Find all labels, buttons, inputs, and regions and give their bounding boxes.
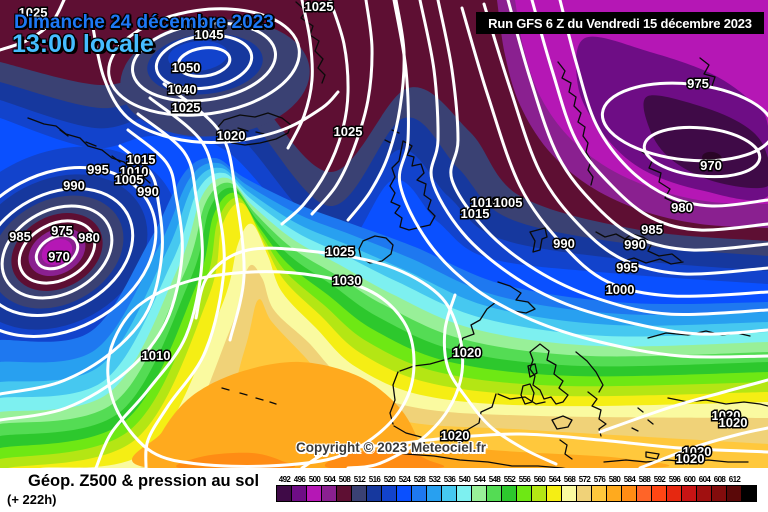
colorbar-cell: 516 [366,475,382,502]
valid-date-label: Dimanche 24 décembre 2023 [14,12,274,33]
pressure-label: 990 [624,237,646,252]
valid-time-label: 13:00 locale [12,30,154,58]
pressure-label: 975 [687,76,709,91]
colorbar-cell: 600 [681,475,697,502]
colorbar-cell: 584 [621,475,637,502]
pressure-label: 1020 [217,128,246,143]
pressure-label: 1020 [453,345,482,360]
pressure-label: 990 [63,178,85,193]
pressure-value-labels: 1025 1025 1045 1050 1040 1025 1020 1025 1015 995 1… [8,0,749,468]
pressure-label: 995 [87,162,109,177]
pressure-label: 1015 [127,152,156,167]
pressure-label: 980 [78,230,100,245]
colorbar-cell: 572 [576,475,592,502]
pressure-label: 995 [616,260,638,275]
pressure-label: 1025 [334,124,363,139]
pressure-label: 980 [671,200,693,215]
geopotential-color-bands [0,0,768,468]
pressure-label: 1020 [719,415,748,430]
map-title: Géop. Z500 & pression au sol [28,472,260,490]
pressure-label: 1000 [606,282,635,297]
pressure-label: 1045 [195,27,224,42]
colorbar-cell: 564 [546,475,562,502]
pressure-label: 1010 [142,348,171,363]
pressure-label: 1050 [172,60,201,75]
colorbar-cell: 528 [411,475,427,502]
pressure-label: 1005 [494,195,523,210]
forecast-hour-label: (+ 222h) [7,492,57,507]
pressure-label: 1005 [115,172,144,187]
colorbar-cell: 612 [726,475,742,502]
colorbar-cell: 512 [351,475,367,502]
colorbar-end-cell [741,475,757,502]
pressure-label: 1020 [441,428,470,443]
weather-map-canvas: 1025 1025 1045 1050 1040 1025 1020 1025 1015 995 1… [0,0,768,468]
colorbar-cell: 592 [651,475,667,502]
colorbar-cell: 504 [321,475,337,502]
colorbar-cell: 560 [531,475,547,502]
colorbar-cell: 540 [456,475,472,502]
colorbar-cell: 544 [471,475,487,502]
pressure-label: 1015 [461,206,490,221]
colorbar-cell: 568 [561,475,577,502]
pressure-label: 1025 [19,5,48,20]
pressure-label: 1010 [120,164,149,179]
pressure-label: 1040 [168,82,197,97]
colorbar-cell: 580 [606,475,622,502]
pressure-label: 1020 [683,444,712,459]
colorbar-cell: 596 [666,475,682,502]
colorbar-cell: 492 [276,475,292,502]
legend-footer: Géop. Z500 & pression au sol (+ 222h) 49… [0,468,768,512]
pressure-label: 1025 [326,244,355,259]
pressure-label: 970 [48,249,70,264]
colorbar-cell: 604 [696,475,712,502]
colorbar-cell: 576 [591,475,607,502]
pressure-label: 1030 [333,273,362,288]
pressure-label: 1025 [305,0,334,14]
colorbar-cell: 520 [381,475,397,502]
colorbar-cell: 556 [516,475,532,502]
pressure-label: 1025 [172,100,201,115]
pressure-label: 990 [137,184,159,199]
copyright-watermark: Copyright © 2023 Meteociel.fr [296,440,486,455]
pressure-label: 1010 [471,195,500,210]
pressure-label: 985 [9,229,31,244]
colorbar-cell: 536 [441,475,457,502]
pressure-label: 975 [51,223,73,238]
pressure-label: 1020 [676,451,705,466]
z500-colorbar: 492 496 500 504 508 512 516 520 524 528 532 536 540 5… [276,475,757,502]
pressure-label: 985 [641,222,663,237]
pressure-isobar-contours [0,0,768,468]
colorbar-cell: 552 [501,475,517,502]
pressure-label: 970 [700,158,722,173]
pressure-label: 990 [553,236,575,251]
colorbar-cell: 508 [336,475,352,502]
colorbar-cell: 608 [711,475,727,502]
colorbar-cell: 548 [486,475,502,502]
colorbar-cell: 524 [396,475,412,502]
colorbar-cell: 588 [636,475,652,502]
model-run-info-box: Run GFS 6 Z du Vendredi 15 décembre 2023 [476,12,764,34]
pressure-label: 1020 [712,408,741,423]
colorbar-cell: 532 [426,475,442,502]
colorbar-cell: 496 [291,475,307,502]
colorbar-cell: 500 [306,475,322,502]
